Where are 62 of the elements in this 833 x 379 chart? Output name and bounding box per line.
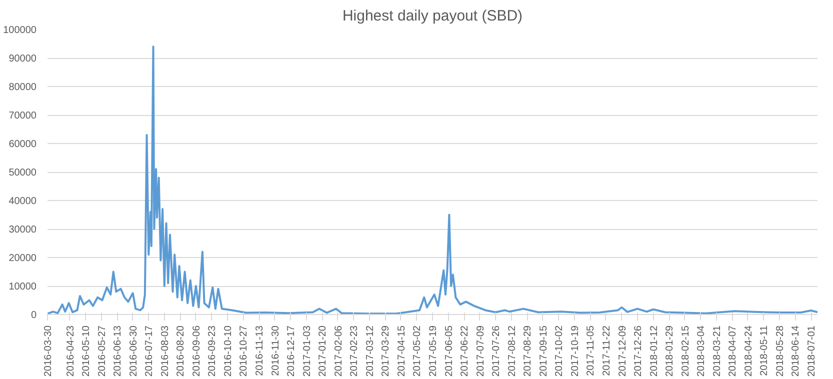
x-tick-label: 2018-02-15 xyxy=(680,325,692,377)
x-tick-label: 2018-04-07 xyxy=(728,325,739,377)
x-tick-label: 2018-03-04 xyxy=(696,325,708,377)
x-tick-label: 2017-02-06 xyxy=(333,325,344,377)
x-tick-label: 2018-06-14 xyxy=(790,325,802,377)
chart-title: Highest daily payout (SBD) xyxy=(342,8,523,24)
x-tick-label: 2017-10-19 xyxy=(570,325,581,377)
x-tick-label: 2018-05-28 xyxy=(774,325,786,377)
x-tick-label: 2017-11-05 xyxy=(586,325,597,376)
y-tick-label: 70000 xyxy=(8,110,37,122)
y-tick-label: 100000 xyxy=(3,25,37,36)
x-tick-label: 2016-04-23 xyxy=(65,325,76,377)
x-tick-label: 2017-01-20 xyxy=(318,325,329,377)
y-tick-label: 60000 xyxy=(8,139,37,150)
x-tick-label: 2017-01-03 xyxy=(302,325,313,377)
x-tick-label: 2016-07-17 xyxy=(144,325,156,377)
x-tick-label: 2016-06-13 xyxy=(112,325,124,377)
x-tick-label: 2017-02-23 xyxy=(349,325,360,377)
x-tick-label: 2018-05-11 xyxy=(759,325,770,376)
x-tick-label: 2016-05-27 xyxy=(96,325,108,377)
x-tick-label: 2017-03-29 xyxy=(380,325,392,377)
x-tick-label: 2016-06-30 xyxy=(128,325,140,377)
x-tick-label: 2017-12-26 xyxy=(633,325,644,377)
x-tick-label: 2016-11-13 xyxy=(254,325,266,376)
x-tick-label: 2017-03-12 xyxy=(364,325,376,377)
y-tick-label: 50000 xyxy=(8,168,37,178)
y-tick-label: 20000 xyxy=(8,253,37,264)
x-tick-label: 2017-12-09 xyxy=(617,325,628,377)
x-tick-label: 2016-09-06 xyxy=(191,325,202,377)
x-tick-label: 2016-05-10 xyxy=(81,325,92,377)
x-tick-label: 2018-04-24 xyxy=(743,325,754,377)
x-tick-label: 2016-03-30 xyxy=(43,325,54,377)
x-tick-label: 2018-01-12 xyxy=(648,325,660,377)
y-tick-label: 10000 xyxy=(8,282,37,292)
x-tick-label: 2017-06-22 xyxy=(460,325,471,377)
y-tick-label: 40000 xyxy=(8,196,37,207)
y-tick-label: 80000 xyxy=(8,82,37,93)
y-tick-label: 90000 xyxy=(8,54,37,64)
x-tick-label: 2016-11-30 xyxy=(270,325,282,376)
x-tick-label: 2018-03-21 xyxy=(712,325,723,377)
x-tick-label: 2017-09-15 xyxy=(538,325,550,377)
y-tick-label: 30000 xyxy=(8,224,37,236)
x-tick-label: 2017-05-02 xyxy=(412,325,424,377)
x-tick-label: 2017-07-09 xyxy=(475,325,486,377)
x-tick-label: 2017-11-22 xyxy=(601,325,612,376)
x-tick-label: 2017-10-02 xyxy=(554,325,566,377)
x-tick-label: 2017-08-12 xyxy=(506,325,518,377)
x-tick-label: 2018-07-01 xyxy=(806,325,818,377)
line-series xyxy=(48,46,818,314)
y-tick-label: 0 xyxy=(30,310,37,321)
x-tick-label: 2016-10-10 xyxy=(222,325,234,377)
x-tick-label: 2016-08-03 xyxy=(160,325,171,377)
x-tick-label: 2016-09-23 xyxy=(207,325,218,377)
x-tick-label: 2017-04-15 xyxy=(396,325,408,377)
x-tick-label: 2016-10-27 xyxy=(238,325,250,377)
x-tick-label: 2016-08-20 xyxy=(176,325,187,377)
x-tick-label: 2017-08-29 xyxy=(522,325,534,377)
x-tick-label: 2017-05-19 xyxy=(428,325,439,377)
x-tick-label: 2018-01-29 xyxy=(664,325,676,377)
x-tick-label: 2016-12-17 xyxy=(286,325,298,377)
x-tick-label: 2017-06-05 xyxy=(444,325,455,377)
x-tick-label: 2017-07-26 xyxy=(491,325,502,377)
